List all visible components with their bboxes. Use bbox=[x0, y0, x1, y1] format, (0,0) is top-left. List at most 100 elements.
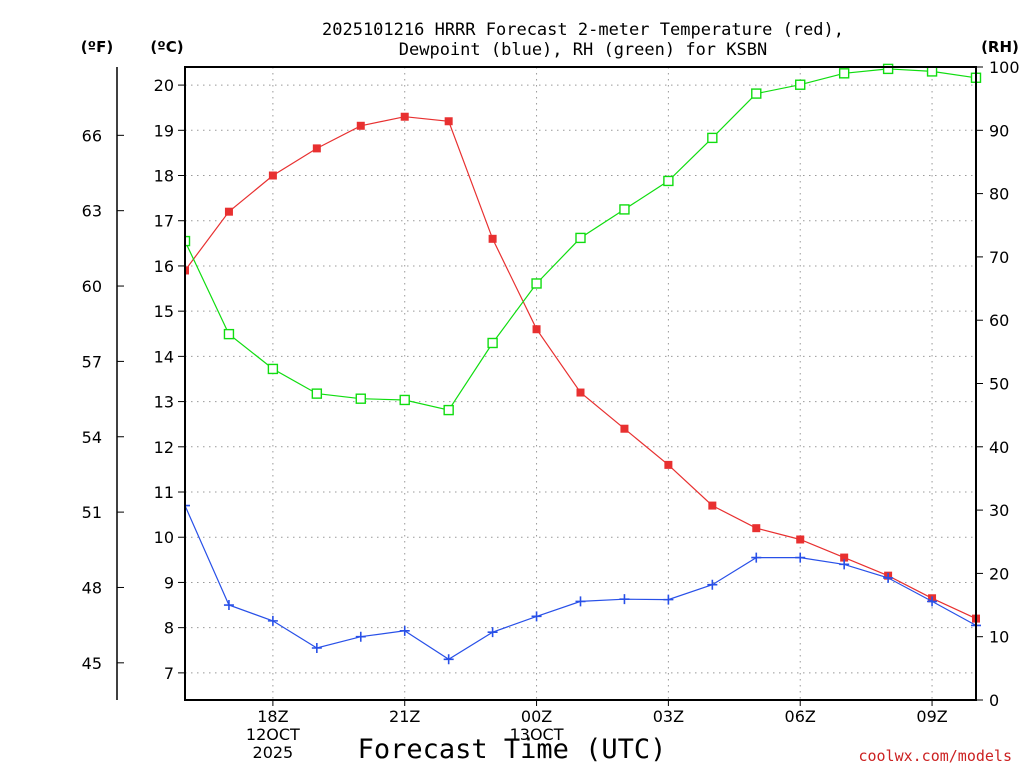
fahrenheit-tick-label: 45 bbox=[82, 654, 102, 673]
temperature-point bbox=[400, 112, 409, 121]
temperature-point bbox=[488, 234, 497, 243]
temperature-point bbox=[312, 144, 321, 153]
dewpoint-point bbox=[883, 572, 894, 583]
rh-point bbox=[487, 337, 498, 349]
x-tick-label: 06Z bbox=[785, 707, 816, 726]
celsius-tick-label: 12 bbox=[154, 438, 174, 457]
rh-point bbox=[399, 394, 410, 406]
rh-point bbox=[663, 175, 674, 187]
rh-tick-label: 0 bbox=[989, 691, 999, 710]
rh-tick-label: 100 bbox=[989, 58, 1020, 77]
x-tick-date-label: 12OCT bbox=[246, 725, 300, 744]
rh-point bbox=[443, 404, 454, 416]
dewpoint-point bbox=[443, 654, 454, 665]
rh-point bbox=[751, 88, 762, 99]
rh-point bbox=[838, 68, 850, 79]
rh-unit-label: (RH) bbox=[981, 38, 1019, 56]
rh-tick-label: 60 bbox=[989, 311, 1009, 330]
source-credit: coolwx.com/models bbox=[858, 747, 1012, 765]
rh-point bbox=[267, 363, 279, 375]
dewpoint-point bbox=[311, 643, 322, 654]
celsius-tick-label: 8 bbox=[164, 619, 174, 638]
celsius-unit-label: (ºC) bbox=[150, 38, 183, 56]
dewpoint-point bbox=[619, 594, 630, 605]
rh-point bbox=[882, 63, 894, 75]
temperature-point bbox=[444, 117, 453, 126]
celsius-tick-label: 13 bbox=[154, 393, 174, 412]
rh-point bbox=[619, 204, 630, 215]
dewpoint-point bbox=[223, 600, 234, 611]
temperature-point bbox=[708, 501, 717, 510]
temperature-line bbox=[184, 116, 977, 620]
dewpoint-point bbox=[927, 596, 938, 607]
rh-point bbox=[311, 388, 323, 399]
rh-tick-label: 30 bbox=[989, 501, 1009, 520]
celsius-tick-label: 7 bbox=[164, 664, 174, 683]
temperature-point bbox=[576, 388, 585, 397]
rh-point bbox=[531, 278, 542, 289]
temperature-point bbox=[620, 424, 629, 433]
fahrenheit-tick-label: 51 bbox=[82, 503, 102, 522]
fahrenheit-tick-label: 57 bbox=[82, 352, 102, 371]
celsius-tick-label: 18 bbox=[154, 167, 174, 186]
dewpoint-point bbox=[795, 552, 806, 563]
chart-title-line1: 2025101216 HRRR Forecast 2-meter Tempera… bbox=[322, 20, 844, 40]
rh-point bbox=[795, 79, 806, 90]
temperature-point bbox=[532, 325, 541, 334]
rh-tick-label: 70 bbox=[989, 248, 1009, 267]
x-tick-label: 00Z bbox=[521, 707, 552, 726]
dewpoint-point bbox=[575, 596, 586, 607]
chart-title-line2: Dewpoint (blue), RH (green) for KSBN bbox=[399, 40, 767, 60]
fahrenheit-tick-label: 54 bbox=[82, 428, 102, 447]
celsius-tick-label: 20 bbox=[154, 76, 174, 95]
fahrenheit-tick-label: 48 bbox=[82, 578, 102, 597]
dewpoint-point bbox=[531, 611, 542, 622]
x-tick-label: 18Z bbox=[257, 707, 288, 726]
celsius-tick-label: 10 bbox=[154, 528, 174, 547]
celsius-tick-label: 16 bbox=[154, 257, 174, 276]
dewpoint-point bbox=[267, 615, 278, 626]
fahrenheit-tick-label: 63 bbox=[82, 202, 102, 221]
rh-tick-label: 40 bbox=[989, 438, 1009, 457]
temperature-point bbox=[664, 460, 673, 469]
temperature-point bbox=[840, 553, 849, 562]
rh-tick-label: 20 bbox=[989, 564, 1009, 583]
fahrenheit-tick-label: 60 bbox=[82, 277, 102, 296]
fahrenheit-unit-label: (ºF) bbox=[81, 38, 113, 56]
temperature-point bbox=[796, 535, 805, 544]
celsius-tick-label: 17 bbox=[154, 212, 174, 231]
rh-tick-label: 90 bbox=[989, 121, 1009, 140]
x-tick-label: 09Z bbox=[916, 707, 947, 726]
plot-frame bbox=[184, 66, 977, 701]
temperature-point bbox=[224, 207, 233, 216]
rh-tick-label: 80 bbox=[989, 185, 1009, 204]
celsius-tick-label: 11 bbox=[154, 483, 174, 502]
temperature-point bbox=[752, 524, 761, 533]
dewpoint-point bbox=[399, 625, 410, 636]
data-series bbox=[184, 63, 982, 665]
x-tick-year-label: 2025 bbox=[253, 743, 294, 762]
x-tick-date-label: 13OCT bbox=[510, 725, 564, 744]
rh-point bbox=[575, 232, 586, 244]
dewpoint-point bbox=[707, 579, 718, 590]
rh-point bbox=[223, 328, 235, 340]
rh-point bbox=[926, 66, 938, 77]
dewpoint-point bbox=[839, 559, 850, 570]
x-tick-label: 03Z bbox=[653, 707, 684, 726]
rh-point bbox=[355, 393, 366, 404]
series-group bbox=[184, 63, 982, 665]
rh-point bbox=[707, 132, 718, 144]
rh-tick-label: 10 bbox=[989, 628, 1009, 647]
dewpoint-point bbox=[751, 552, 762, 563]
dewpoint-point bbox=[663, 594, 674, 605]
dewpoint-point bbox=[355, 631, 366, 642]
x-axis-title: Forecast Time (UTC) bbox=[358, 734, 667, 765]
temperature-point bbox=[356, 121, 365, 130]
celsius-tick-label: 14 bbox=[154, 347, 174, 366]
rh-tick-label: 50 bbox=[989, 375, 1009, 394]
dewpoint-point bbox=[487, 627, 498, 638]
celsius-tick-label: 9 bbox=[164, 573, 174, 592]
x-tick-label: 21Z bbox=[389, 707, 420, 726]
